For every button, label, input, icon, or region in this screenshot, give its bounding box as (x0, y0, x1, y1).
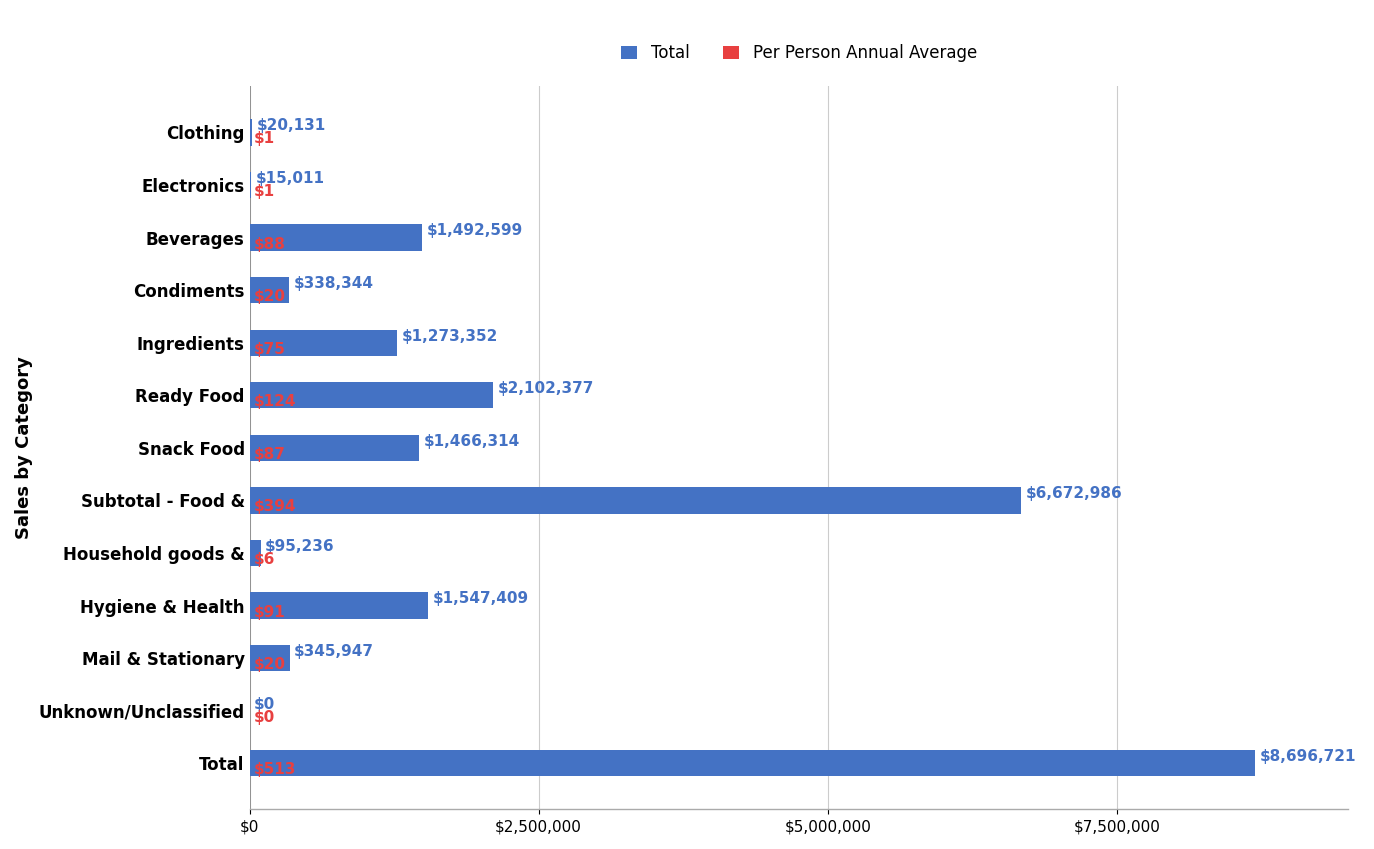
Text: $88: $88 (254, 237, 286, 251)
Text: $8,696,721: $8,696,721 (1260, 749, 1356, 764)
Text: $95,236: $95,236 (265, 539, 335, 554)
Bar (250, 119, 251, 145)
Text: $1: $1 (254, 184, 275, 199)
Text: $6: $6 (254, 552, 276, 567)
Text: $20: $20 (254, 290, 286, 304)
Text: $1,492,599: $1,492,599 (427, 223, 523, 239)
Bar (250, 435, 419, 461)
Text: $0: $0 (254, 710, 275, 725)
Bar (250, 645, 290, 672)
Bar (250, 171, 251, 198)
Bar (250, 487, 1021, 514)
Bar (250, 329, 397, 356)
Bar (250, 224, 422, 250)
Bar (250, 593, 429, 619)
Text: $20: $20 (254, 657, 286, 672)
Text: $2,102,377: $2,102,377 (497, 381, 594, 396)
Bar (250, 277, 289, 303)
Text: $124: $124 (254, 394, 297, 409)
Text: $6,672,986: $6,672,986 (1026, 486, 1123, 502)
Text: $394: $394 (254, 499, 297, 514)
Text: $87: $87 (254, 447, 286, 462)
Text: $20,131: $20,131 (257, 118, 326, 133)
Text: $75: $75 (254, 342, 286, 357)
Text: $0: $0 (254, 697, 275, 711)
Bar (250, 540, 261, 566)
Text: $1,547,409: $1,547,409 (433, 592, 529, 606)
Text: $1: $1 (254, 132, 275, 147)
Y-axis label: Sales by Category: Sales by Category (15, 357, 33, 539)
Legend: Total, Per Person Annual Average: Total, Per Person Annual Average (621, 44, 977, 62)
Bar (250, 751, 1256, 777)
Text: $345,947: $345,947 (294, 644, 374, 659)
Text: $338,344: $338,344 (293, 276, 374, 291)
Text: $91: $91 (254, 604, 286, 620)
Text: $513: $513 (254, 762, 297, 778)
Text: $15,011: $15,011 (256, 171, 324, 186)
Text: $1,273,352: $1,273,352 (401, 329, 497, 344)
Bar (250, 382, 493, 408)
Text: $1,466,314: $1,466,314 (423, 434, 519, 449)
